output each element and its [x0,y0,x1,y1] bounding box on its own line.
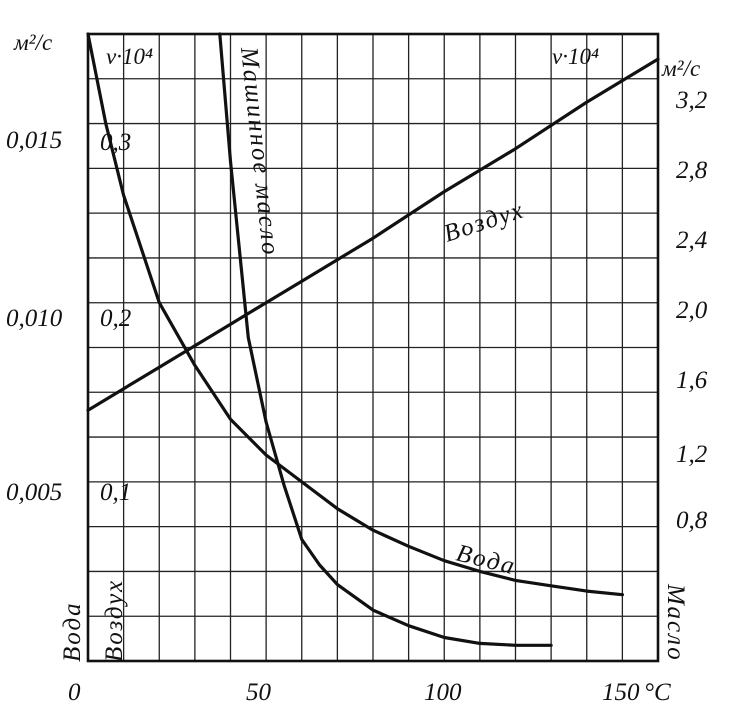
air-tick-0005: 0,005 [6,479,62,506]
air-axis-ticks: 0,005 0,010 0,015 [6,127,63,506]
air-axis-name: Воздух [101,579,128,662]
water-tick-03: 0,3 [100,129,131,156]
left-unit-air-label: м²/с [13,30,52,55]
air-tick-0015: 0,015 [6,127,62,154]
plot-frame [86,32,660,663]
series-line-1 [86,32,624,597]
oil-axis-name: Масло [662,583,689,662]
right-unit-si-label: м²/с [661,56,700,81]
water-tick-02: 0,2 [100,305,131,332]
air-curve-label: Воздух [441,196,528,247]
water-axis-name: Вода [59,601,86,662]
x-tick-0: 0 [68,679,81,706]
x-tick-100: 100 [424,679,462,706]
series-line-0 [86,57,660,412]
right-unit-oil-label: ν·10⁴ [552,44,599,69]
x-tick-50: 50 [246,679,272,706]
oil-tick-16: 1,6 [676,367,708,394]
left-unit-water-label: ν·10⁴ [106,44,153,69]
water-axis-ticks: 0,1 0,2 0,3 [100,129,131,506]
oil-tick-28: 2,8 [676,157,708,184]
x-tick-labels: 0 50 100 150 °C [68,679,671,706]
water-tick-01: 0,1 [100,479,131,506]
oil-curve-label: Машинное масло [235,45,284,258]
series-line-2 [218,32,553,647]
oil-tick-08: 0,8 [676,507,708,534]
series-group [86,32,660,647]
oil-axis-ticks: 0,8 1,2 1,6 2,0 2,4 2,8 3,2 [675,87,708,534]
x-unit-label: °C [644,679,671,706]
oil-tick-12: 1,2 [676,441,707,468]
air-tick-0010: 0,010 [6,305,63,332]
oil-tick-32: 3,2 [675,87,707,114]
oil-tick-24: 2,4 [676,227,707,254]
x-tick-150: 150 [602,679,640,706]
grid [88,34,658,661]
oil-tick-20: 2,0 [676,297,708,324]
